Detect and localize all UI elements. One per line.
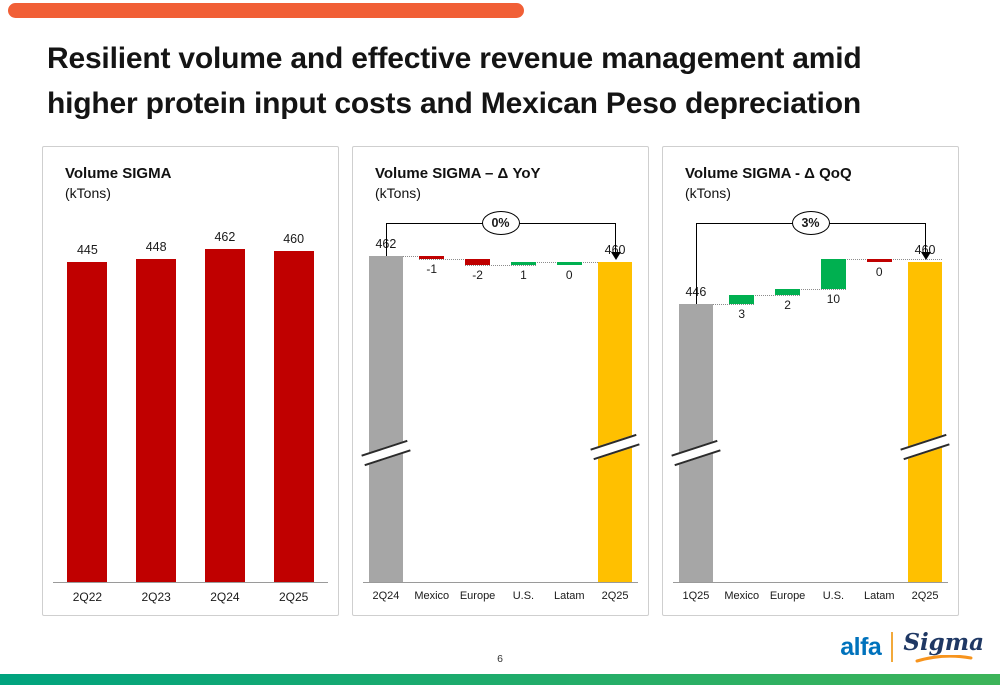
bar-value-label: 462 (214, 230, 236, 245)
delta-bar-Mexico (419, 256, 445, 259)
x-tick-label: Europe (459, 590, 496, 602)
panel-subtitle: (kTons) (375, 185, 421, 201)
x-axis-line (673, 582, 948, 583)
waterfall-connector (678, 304, 755, 305)
panel-volume-sigma: Volume SIGMA (kTons) 445 2Q22 448 2Q23 462 2Q… (42, 146, 339, 616)
panel-title: Volume SIGMA – Δ YoY (375, 165, 541, 182)
pct-change-badge: 0% (481, 211, 520, 235)
pct-change-badge: 3% (791, 211, 830, 235)
footer-accent-bar (0, 674, 1000, 685)
x-tick-label: Europe (769, 590, 806, 602)
delta-value-label: 1 (520, 268, 527, 282)
bracket-vline-end (925, 223, 927, 252)
delta-bar-Mexico (729, 295, 755, 304)
waterfall-connector (419, 259, 491, 260)
top-accent-bar (8, 3, 524, 18)
bar-2Q25 (598, 262, 633, 582)
delta-bar-Europe (465, 259, 491, 265)
chart-plot-qoq: 446 460 3 2 10 0 3% 1Q25 Mexico Europe U.S. Latam 2Q… (671, 207, 950, 612)
panel-volume-qoq: Volume SIGMA - Δ QoQ (kTons) 446 460 3 2 10 0… (662, 146, 959, 616)
bar-2Q22 (67, 261, 108, 582)
waterfall-connector (368, 256, 445, 257)
x-tick-label: Mexico (414, 590, 450, 602)
sigma-logo-text: Sigma (903, 629, 984, 656)
panel-volume-yoy: Volume SIGMA – Δ YoY (kTons) 462 460 -1 -2 1… (352, 146, 649, 616)
waterfall-connector (775, 289, 846, 290)
x-tick-label: 2Q23 (141, 590, 171, 604)
panel-title: Volume SIGMA - Δ QoQ (685, 165, 852, 182)
footer-logos: alfa Sigma (840, 628, 984, 666)
bar-value-label: 445 (76, 242, 98, 257)
x-tick-label: 2Q25 (601, 590, 629, 602)
bracket-arrowhead (610, 252, 621, 260)
delta-bar-U.S. (820, 259, 846, 289)
sigma-logo: Sigma (903, 631, 984, 663)
delta-value-label: 3 (738, 307, 746, 321)
bar-2Q24 (204, 249, 245, 582)
x-tick-label: Latam (553, 590, 585, 602)
x-tick-label: Mexico (724, 590, 760, 602)
delta-bar-Latam (556, 262, 582, 265)
waterfall-connector (510, 262, 582, 263)
x-tick-label: U.S. (822, 590, 845, 602)
delta-bar-Latam (866, 259, 892, 262)
bracket-vline-end (615, 223, 617, 252)
waterfall-connector (866, 259, 943, 260)
delta-value-label: 0 (565, 268, 573, 282)
delta-value-label: 10 (826, 292, 841, 306)
page-number: 6 (497, 653, 503, 665)
bar-2Q25 (273, 250, 314, 582)
delta-bar-U.S. (510, 262, 536, 265)
slide-title-line1: Resilient volume and effective revenue m… (47, 42, 862, 75)
delta-bar-Europe (775, 289, 801, 295)
panel-subtitle: (kTons) (65, 185, 111, 201)
x-tick-label: 2Q25 (278, 590, 309, 604)
bar-value-label: 460 (283, 231, 305, 246)
delta-value-label: -2 (472, 268, 483, 282)
delta-value-label: 2 (784, 298, 791, 312)
delta-value-label: 0 (875, 265, 883, 279)
bracket-vline-start (695, 223, 697, 304)
x-tick-label: 1Q25 (682, 590, 710, 602)
x-tick-label: U.S. (512, 590, 535, 602)
bracket-vline-start (385, 223, 387, 256)
sigma-swoosh-icon (915, 655, 973, 663)
waterfall-connector (556, 262, 633, 263)
waterfall-connector (465, 265, 536, 266)
x-tick-label: 2Q25 (911, 590, 939, 602)
bar-2Q24 (368, 256, 403, 582)
logo-divider (891, 632, 894, 662)
alfa-logo: alfa (840, 632, 882, 661)
chart-plot-volume: 445 2Q22 448 2Q23 462 2Q24 460 2Q25 (53, 207, 328, 612)
x-tick-label: Latam (863, 590, 895, 602)
bar-2Q25 (908, 262, 943, 582)
x-tick-label: 2Q24 (210, 590, 240, 604)
x-axis-line (363, 582, 638, 583)
waterfall-connector (729, 295, 801, 296)
x-axis-line (53, 582, 328, 583)
bracket-arrowhead (920, 252, 931, 260)
slide-title-line2: higher protein input costs and Mexican P… (47, 87, 861, 120)
delta-value-label: -1 (426, 262, 438, 276)
slide-title: Resilient volume and effective revenue m… (47, 36, 862, 126)
bar-2Q23 (136, 259, 177, 582)
x-tick-label: 2Q24 (372, 590, 400, 602)
bar-value-label: 448 (145, 240, 167, 255)
waterfall-connector (820, 259, 892, 260)
panel-subtitle: (kTons) (685, 185, 731, 201)
panel-title: Volume SIGMA (65, 165, 172, 182)
x-tick-label: 2Q22 (72, 590, 103, 604)
chart-plot-yoy: 462 460 -1 -2 1 0 0% 2Q24 Mexico Europe U.S. Latam 2… (361, 207, 640, 612)
